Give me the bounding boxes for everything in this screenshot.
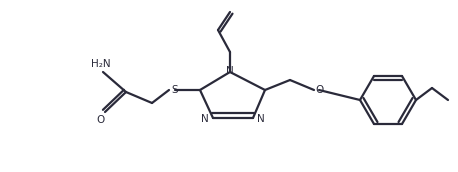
- Text: O: O: [315, 85, 323, 95]
- Text: H₂N: H₂N: [91, 59, 111, 69]
- Text: N: N: [257, 114, 265, 124]
- Text: S: S: [172, 85, 178, 95]
- Text: O: O: [96, 115, 104, 125]
- Text: N: N: [226, 66, 234, 76]
- Text: N: N: [201, 114, 209, 124]
